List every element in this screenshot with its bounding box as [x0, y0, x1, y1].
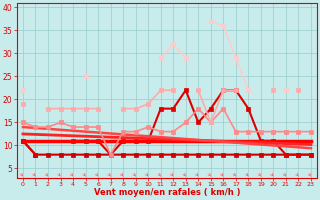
X-axis label: Vent moyen/en rafales ( km/h ): Vent moyen/en rafales ( km/h ): [94, 188, 240, 197]
